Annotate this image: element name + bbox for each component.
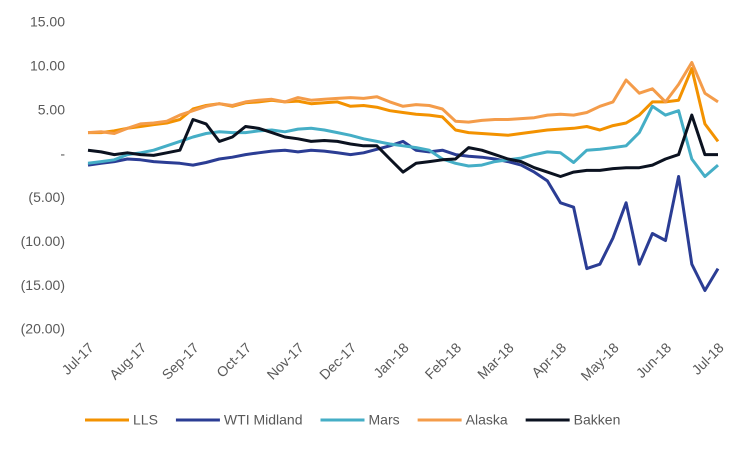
y-tick-label: (10.00)	[21, 233, 65, 249]
y-tick-label: 10.00	[30, 58, 65, 74]
y-tick-label: (15.00)	[21, 277, 65, 293]
x-tick-label: Sep-17	[158, 339, 201, 382]
x-tick-label: Aug-17	[106, 339, 149, 382]
y-tick-label: (5.00)	[28, 189, 65, 205]
x-tick-label: Feb-18	[422, 339, 465, 382]
legend-label: WTI Midland	[224, 412, 303, 428]
series-line	[87, 113, 718, 178]
x-tick-label: Jun-18	[633, 339, 675, 381]
x-tick-label: Oct-17	[213, 339, 254, 380]
legend-label: LLS	[133, 412, 158, 428]
x-tick-label: May-18	[577, 339, 621, 383]
series-line	[87, 139, 720, 292]
x-tick-label: Jul-17	[58, 339, 96, 377]
series-line	[88, 67, 720, 143]
x-tick-label: Apr-18	[528, 339, 569, 380]
x-tick-label: Jul-18	[688, 339, 726, 377]
y-tick-label: 15.00	[30, 14, 65, 30]
y-tick-label: 5.00	[38, 101, 65, 117]
y-tick-label: (20.00)	[21, 321, 65, 337]
series-line	[87, 61, 719, 135]
legend-label: Alaska	[466, 412, 508, 428]
x-tick-label: Nov-17	[264, 339, 307, 382]
y-tick-label: -	[60, 145, 65, 161]
series-line	[87, 104, 719, 178]
legend-label: Bakken	[574, 412, 621, 428]
legend-label: Mars	[369, 412, 400, 428]
x-tick-label: Mar-18	[474, 339, 517, 382]
x-tick-label: Jan-18	[370, 339, 412, 381]
x-tick-label: Dec-17	[316, 339, 359, 382]
